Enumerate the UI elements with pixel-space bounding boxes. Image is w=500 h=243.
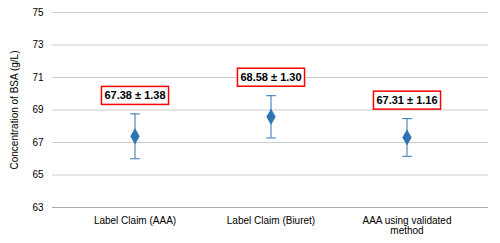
svg-text:63: 63 [32, 202, 44, 213]
svg-text:AAA using validatedmethod: AAA using validatedmethod [363, 215, 452, 236]
svg-text:67.38 ± 1.38: 67.38 ± 1.38 [104, 89, 165, 101]
svg-text:68.58 ± 1.30: 68.58 ± 1.30 [240, 71, 301, 83]
svg-text:73: 73 [32, 39, 44, 50]
svg-text:Concentration of BSA (g/L): Concentration of BSA (g/L) [9, 51, 20, 170]
svg-text:69: 69 [32, 104, 44, 115]
svg-text:71: 71 [32, 72, 44, 83]
svg-text:67: 67 [32, 137, 44, 148]
svg-text:75: 75 [32, 7, 44, 18]
svg-text:65: 65 [32, 169, 44, 180]
svg-text:Label Claim (Biuret): Label Claim (Biuret) [227, 215, 315, 226]
svg-text:67.31 ± 1.16: 67.31 ± 1.16 [376, 94, 437, 106]
svg-text:Label Claim (AAA): Label Claim (AAA) [94, 215, 176, 226]
